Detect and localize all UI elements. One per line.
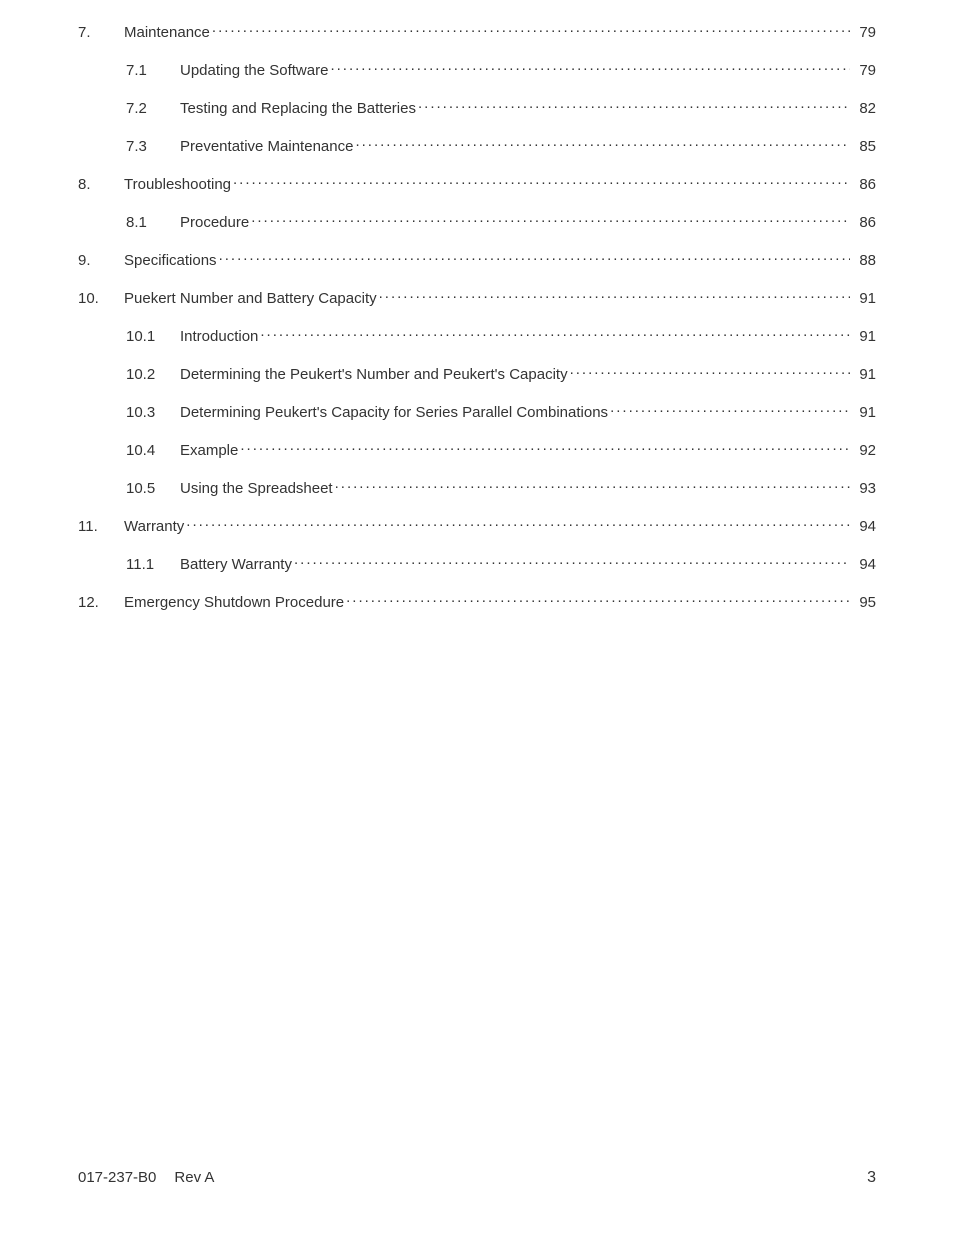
toc-leader-dots <box>418 98 850 113</box>
footer-revision: Rev A <box>174 1169 214 1186</box>
toc-entry-number: 8. <box>78 176 124 194</box>
toc-entry[interactable]: 7.3Preventative Maintenance 85 <box>78 136 876 156</box>
toc-entry-number: 10.5 <box>126 480 180 498</box>
toc-entry-number: 7.1 <box>126 62 180 80</box>
toc-entry[interactable]: 7.1Updating the Software 79 <box>78 60 876 80</box>
toc-entry-title: Troubleshooting <box>124 176 233 194</box>
toc-entry-page: 92 <box>850 442 876 460</box>
toc-entry-title: Preventative Maintenance <box>180 138 355 156</box>
footer-left-group: 017-237-B0 Rev A <box>78 1169 214 1186</box>
toc-leader-dots <box>346 592 850 607</box>
toc-entry-number: 10.1 <box>126 328 180 346</box>
toc-leader-dots <box>251 212 850 227</box>
toc-entry[interactable]: 8.1Procedure 86 <box>78 212 876 232</box>
toc-entry-page: 79 <box>850 24 876 42</box>
toc-entry-title: Specifications <box>124 252 219 270</box>
toc-leader-dots <box>570 364 850 379</box>
toc-entry-title: Maintenance <box>124 24 212 42</box>
toc-entry-page: 91 <box>850 328 876 346</box>
toc-entry-page: 85 <box>850 138 876 156</box>
page-footer: 017-237-B0 Rev A 3 <box>78 1169 876 1187</box>
toc-entry-number: 10.2 <box>126 366 180 384</box>
toc-entry[interactable]: 10.2Determining the Peukert's Number and… <box>78 364 876 384</box>
toc-entry[interactable]: 9.Specifications 88 <box>78 250 876 270</box>
toc-leader-dots <box>186 516 850 531</box>
toc-entry-title: Updating the Software <box>180 62 330 80</box>
toc-entry[interactable]: 10.3Determining Peukert's Capacity for S… <box>78 402 876 422</box>
toc-entry-title: Introduction <box>180 328 260 346</box>
toc-entry-page: 86 <box>850 176 876 194</box>
toc-entry-page: 95 <box>850 594 876 612</box>
toc-leader-dots <box>219 250 850 265</box>
toc-entry-number: 10.3 <box>126 404 180 422</box>
toc-leader-dots <box>330 60 850 75</box>
toc-leader-dots <box>260 326 850 341</box>
toc-entry-number: 7.2 <box>126 100 180 118</box>
table-of-contents: 7.Maintenance 797.1Updating the Software… <box>78 22 876 612</box>
toc-entry-number: 10.4 <box>126 442 180 460</box>
toc-entry-title: Warranty <box>124 518 186 536</box>
toc-entry-page: 88 <box>850 252 876 270</box>
toc-entry-number: 10. <box>78 290 124 308</box>
toc-entry-page: 91 <box>850 366 876 384</box>
toc-entry-number: 7. <box>78 24 124 42</box>
toc-entry-title: Emergency Shutdown Procedure <box>124 594 346 612</box>
toc-entry-number: 11. <box>78 518 124 536</box>
toc-entry[interactable]: 7.2Testing and Replacing the Batteries 8… <box>78 98 876 118</box>
toc-entry-page: 91 <box>850 290 876 308</box>
toc-leader-dots <box>240 440 850 455</box>
toc-entry[interactable]: 10.4Example 92 <box>78 440 876 460</box>
toc-entry[interactable]: 10.1Introduction 91 <box>78 326 876 346</box>
toc-entry[interactable]: 11.1Battery Warranty 94 <box>78 554 876 574</box>
toc-leader-dots <box>294 554 850 569</box>
toc-entry[interactable]: 12.Emergency Shutdown Procedure 95 <box>78 592 876 612</box>
toc-entry-title: Determining Peukert's Capacity for Serie… <box>180 404 610 422</box>
toc-entry-number: 9. <box>78 252 124 270</box>
toc-entry-page: 91 <box>850 404 876 422</box>
toc-entry-title: Determining the Peukert's Number and Peu… <box>180 366 570 384</box>
toc-leader-dots <box>233 174 850 189</box>
toc-entry-page: 86 <box>850 214 876 232</box>
toc-leader-dots <box>335 478 850 493</box>
toc-leader-dots <box>212 22 850 37</box>
toc-entry[interactable]: 11.Warranty 94 <box>78 516 876 536</box>
toc-entry[interactable]: 10.5Using the Spreadsheet 93 <box>78 478 876 498</box>
toc-entry-number: 12. <box>78 594 124 612</box>
toc-entry-title: Testing and Replacing the Batteries <box>180 100 418 118</box>
toc-entry-title: Battery Warranty <box>180 556 294 574</box>
toc-entry-page: 79 <box>850 62 876 80</box>
footer-page-number: 3 <box>867 1169 876 1187</box>
toc-entry[interactable]: 8.Troubleshooting 86 <box>78 174 876 194</box>
toc-entry-number: 8.1 <box>126 214 180 232</box>
toc-entry-title: Example <box>180 442 240 460</box>
toc-entry-page: 94 <box>850 556 876 574</box>
toc-entry-title: Puekert Number and Battery Capacity <box>124 290 379 308</box>
toc-entry-page: 82 <box>850 100 876 118</box>
toc-leader-dots <box>379 288 850 303</box>
toc-entry-title: Using the Spreadsheet <box>180 480 335 498</box>
toc-entry-title: Procedure <box>180 214 251 232</box>
toc-entry[interactable]: 7.Maintenance 79 <box>78 22 876 42</box>
toc-entry[interactable]: 10.Puekert Number and Battery Capacity 9… <box>78 288 876 308</box>
toc-entry-number: 7.3 <box>126 138 180 156</box>
toc-entry-page: 94 <box>850 518 876 536</box>
footer-doc-number: 017-237-B0 <box>78 1169 156 1186</box>
toc-entry-number: 11.1 <box>126 556 180 574</box>
toc-entry-page: 93 <box>850 480 876 498</box>
document-page: 7.Maintenance 797.1Updating the Software… <box>0 0 954 1235</box>
toc-leader-dots <box>355 136 850 151</box>
toc-leader-dots <box>610 402 850 417</box>
